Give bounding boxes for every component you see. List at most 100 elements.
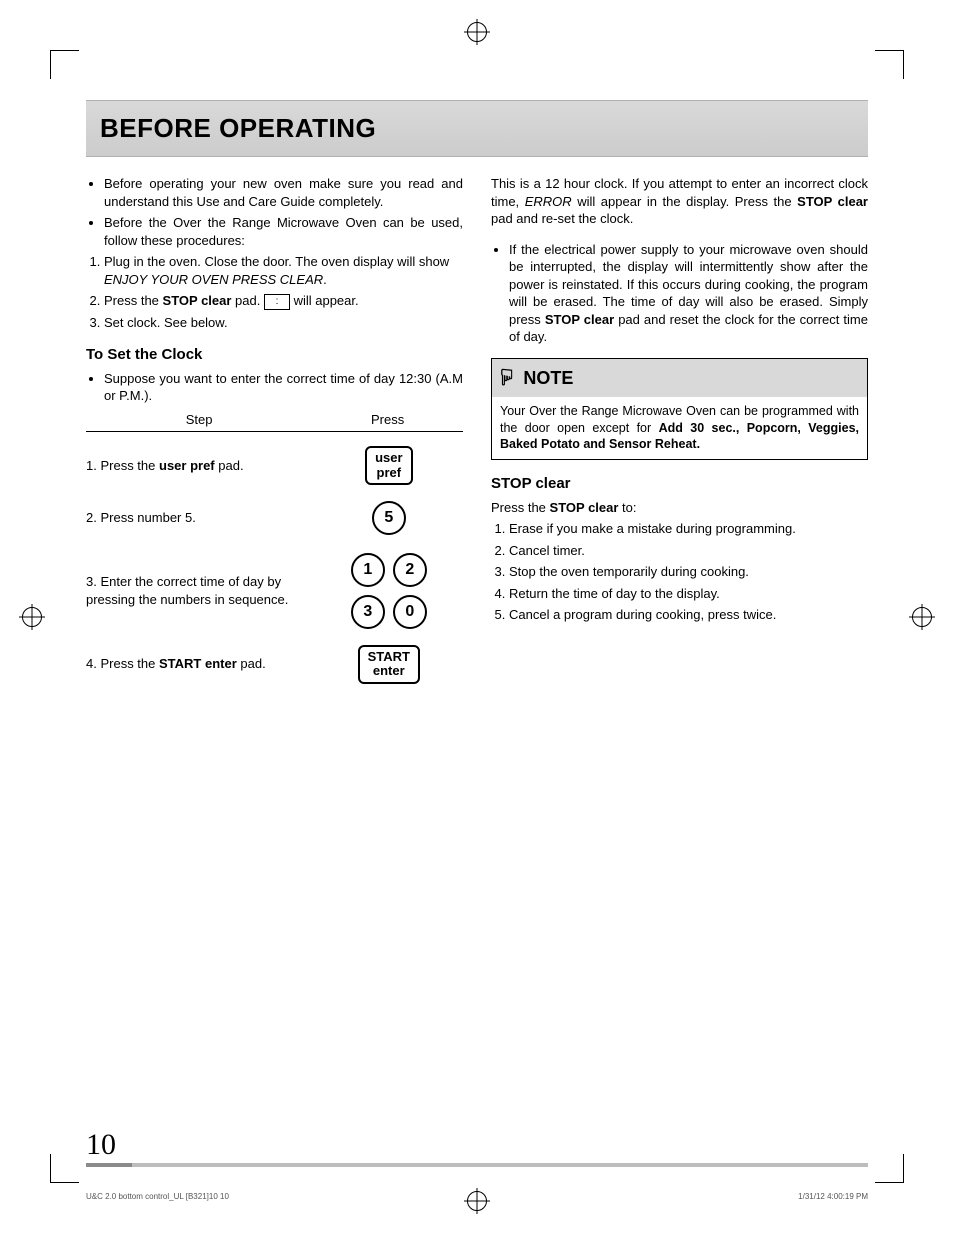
keypad-button: 2 <box>393 553 427 587</box>
note-header: ☟ NOTE <box>492 359 867 397</box>
text: Plug in the oven. Close the door. The ov… <box>104 254 449 269</box>
intro-bullets: Before operating your new oven make sure… <box>86 175 463 249</box>
print-footer: U&C 2.0 bottom control_UL [B321]10 10 1/… <box>86 1192 868 1203</box>
two-column-layout: Before operating your new oven make sure… <box>86 175 868 683</box>
list-item: Cancel timer. <box>509 542 868 560</box>
step-description: 2. Press number 5. <box>86 509 315 527</box>
list-item: Press the STOP clear pad. will appear. <box>104 292 463 310</box>
text-italic: ERROR <box>525 194 572 209</box>
section-title: BEFORE OPERATING <box>100 111 854 146</box>
text: 2. <box>86 510 97 525</box>
list-item: If the electrical power supply to your m… <box>509 241 868 346</box>
step-press: 1 2 3 0 <box>315 551 463 631</box>
page-number: 10 <box>86 1125 116 1166</box>
crop-mark <box>50 1154 79 1183</box>
keypad-button: user pref <box>365 446 412 485</box>
list-item: Before operating your new oven make sure… <box>104 175 463 210</box>
text: pad. <box>237 656 266 671</box>
text: 3. <box>86 574 97 589</box>
list-item: Suppose you want to enter the correct ti… <box>104 370 463 405</box>
button-label: pref <box>375 466 402 480</box>
list-item: Stop the oven temporarily during cooking… <box>509 563 868 581</box>
button-label: START <box>368 650 410 664</box>
text: Press the <box>100 458 159 473</box>
keypad-group: 1 2 3 0 <box>349 551 429 631</box>
step-press: 5 <box>315 499 463 537</box>
text: to: <box>618 500 636 515</box>
left-column: Before operating your new oven make sure… <box>86 175 463 683</box>
keypad-button: 3 <box>351 595 385 629</box>
button-label: enter <box>368 664 410 678</box>
keypad-button: 0 <box>393 595 427 629</box>
list-item: Before the Over the Range Microwave Oven… <box>104 214 463 249</box>
button-label: user <box>375 451 402 465</box>
right-column: This is a 12 hour clock. If you attempt … <box>491 175 868 683</box>
paragraph: This is a 12 hour clock. If you attempt … <box>491 175 868 228</box>
registration-mark <box>912 607 932 627</box>
step-press: START enter <box>315 645 463 684</box>
list-item: Set clock. See below. <box>104 314 463 332</box>
step-row: 2. Press number 5. 5 <box>86 499 463 537</box>
text-bold: user pref <box>159 458 215 473</box>
crop-mark <box>50 50 79 79</box>
keypad-button: 5 <box>372 501 406 535</box>
text: will appear in the display. Press the <box>572 194 797 209</box>
note-callout: ☟ NOTE Your Over the Range Microwave Ove… <box>491 358 868 460</box>
text: . <box>323 272 327 287</box>
note-label: NOTE <box>523 366 573 390</box>
text: pad. <box>215 458 244 473</box>
text: pad and re-set the clock. <box>491 211 633 226</box>
clock-bullet: Suppose you want to enter the correct ti… <box>86 370 463 405</box>
registration-mark <box>22 607 42 627</box>
subsection-heading: STOP clear <box>491 474 868 494</box>
bullet-list: If the electrical power supply to your m… <box>491 241 868 346</box>
procedure-list: Plug in the oven. Close the door. The ov… <box>86 253 463 331</box>
text: Press the <box>100 656 159 671</box>
paragraph: Press the STOP clear to: <box>491 499 868 517</box>
step-row: 4. Press the START enter pad. START ente… <box>86 645 463 684</box>
text: Press the <box>104 293 163 308</box>
list-item: Plug in the oven. Close the door. The ov… <box>104 253 463 288</box>
page-number-rule <box>86 1163 868 1167</box>
display-icon <box>264 294 290 310</box>
text: Press the <box>491 500 550 515</box>
step-press: user pref <box>315 446 463 485</box>
step-description: 1. Press the user pref pad. <box>86 457 315 475</box>
steps-table-header: Step Press <box>86 411 463 433</box>
note-body: Your Over the Range Microwave Oven can b… <box>492 397 867 460</box>
note-icon: ☟ <box>500 363 513 393</box>
keypad-button: 1 <box>351 553 385 587</box>
crop-mark <box>875 50 904 79</box>
footer-right: 1/31/12 4:00:19 PM <box>798 1192 868 1203</box>
text: 1. <box>86 458 97 473</box>
keypad-row: 3 0 <box>349 593 429 631</box>
footer-left: U&C 2.0 bottom control_UL [B321]10 10 <box>86 1192 229 1203</box>
text: will appear. <box>290 293 359 308</box>
page-content: BEFORE OPERATING Before operating your n… <box>86 100 868 684</box>
stop-clear-list: Erase if you make a mistake during progr… <box>491 520 868 624</box>
text-bold: STOP clear <box>545 312 614 327</box>
keypad-button: START enter <box>358 645 420 684</box>
text-bold: STOP clear <box>163 293 232 308</box>
text-bold: STOP clear <box>550 500 619 515</box>
registration-mark <box>467 22 487 42</box>
subsection-heading: To Set the Clock <box>86 345 463 365</box>
text-bold: STOP clear <box>797 194 868 209</box>
crop-mark <box>875 1154 904 1183</box>
step-row: 3. Enter the correct time of day by pres… <box>86 551 463 631</box>
text-bold: START enter <box>159 656 237 671</box>
keypad-row: 1 2 <box>349 551 429 589</box>
text: Enter the correct time of day by pressin… <box>86 574 288 607</box>
list-item: Return the time of day to the display. <box>509 585 868 603</box>
list-item: Cancel a program during cooking, press t… <box>509 606 868 624</box>
text: 4. <box>86 656 97 671</box>
step-description: 4. Press the START enter pad. <box>86 655 315 673</box>
section-title-bar: BEFORE OPERATING <box>86 100 868 157</box>
text: Press number 5. <box>100 510 195 525</box>
list-item: Erase if you make a mistake during progr… <box>509 520 868 538</box>
text: pad. <box>231 293 264 308</box>
column-header: Press <box>312 411 463 429</box>
step-row: 1. Press the user pref pad. user pref <box>86 446 463 485</box>
step-description: 3. Enter the correct time of day by pres… <box>86 573 315 608</box>
column-header: Step <box>86 411 312 429</box>
